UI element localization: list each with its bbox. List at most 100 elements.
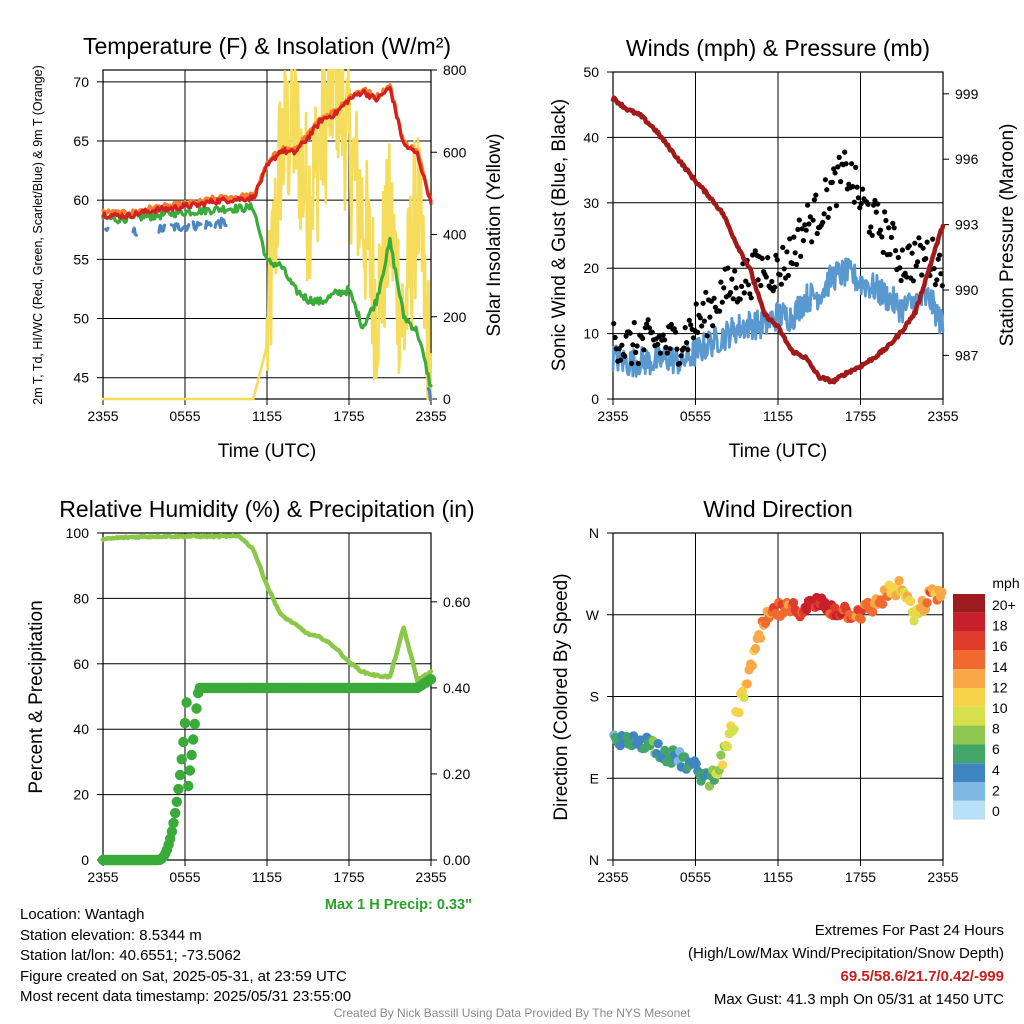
gust-point [794, 261, 800, 267]
dewpoint-segment [157, 223, 167, 234]
gust-point [780, 244, 786, 250]
gust-point [802, 222, 808, 228]
legend-label: 8 [992, 721, 1000, 737]
gust-point [825, 214, 831, 220]
gust-point [924, 239, 930, 245]
sonic-wind-line [611, 257, 945, 378]
legend-label: 4 [992, 762, 1000, 778]
gust-point [662, 337, 668, 343]
y-right-axis-label: Station Pressure (Maroon) [997, 124, 1018, 347]
legend-label: 6 [992, 741, 1000, 757]
gust-point [935, 256, 941, 262]
gust-point [851, 199, 857, 205]
gust-point [618, 357, 624, 363]
gust-point [663, 344, 669, 350]
x-tick-label: 1155 [763, 408, 793, 424]
legend-label: 20+ [992, 597, 1016, 613]
gust-point [912, 240, 918, 246]
gust-point [750, 252, 756, 258]
dewpoint-segment [131, 226, 138, 237]
gust-point [664, 350, 670, 356]
gust-point [893, 248, 899, 254]
gust-point [891, 225, 897, 231]
gust-point [791, 234, 797, 240]
x-tick-label: 2355 [415, 869, 446, 885]
wind-direction-point [739, 692, 749, 703]
extremes-block: Extremes For Past 24 Hours (High/Low/Max… [520, 919, 1004, 1011]
dewpoint-segment [191, 220, 203, 232]
y-axis-label: 2m T, Td, HI/WC (Red, Green, Scarlet/Blu… [31, 65, 45, 404]
gust-point [855, 195, 862, 201]
gust-point [923, 256, 929, 262]
x-tick-label: 1755 [333, 408, 364, 424]
precip-point [191, 703, 202, 714]
max-gust-text: Max Gust: 41.3 mph On 05/31 at 1450 UTC [713, 991, 1004, 1008]
gust-point [821, 211, 827, 217]
wind-direction-point [722, 742, 733, 752]
wind-direction-point [878, 599, 888, 609]
x-tick-label: 0555 [680, 869, 711, 885]
legend-label: 2 [992, 782, 1000, 798]
gust-point [888, 234, 895, 240]
wind-direction-point [653, 739, 663, 749]
gust-point [649, 329, 655, 335]
gust-point [919, 272, 925, 278]
y-tick-label: S [590, 689, 599, 705]
gust-point [865, 201, 871, 207]
gust-point [784, 249, 790, 255]
y-axis-label: Direction (Colored By Speed) [551, 573, 572, 820]
precip-point [168, 817, 179, 829]
gust-point [934, 277, 940, 283]
legend-swatch [953, 594, 985, 613]
dewpoint-segment [213, 216, 228, 230]
precip-point [173, 783, 184, 795]
y-tick-label: 40 [73, 721, 89, 737]
gust-point [932, 282, 939, 288]
x-axis-label: Time (UTC) [729, 441, 828, 462]
y-tick-label: 55 [73, 251, 89, 267]
station-pressure-line [610, 95, 946, 385]
gust-point [774, 257, 780, 263]
gust-point [641, 347, 647, 353]
gust-point [685, 347, 691, 353]
y-tick-label: 65 [73, 133, 89, 149]
wind-direction-point [729, 724, 739, 734]
wind-direction-point [718, 760, 728, 770]
gust-point [725, 265, 731, 271]
y-tick-label: 50 [73, 311, 89, 327]
precip-point [188, 734, 199, 745]
wind-direction-point [704, 781, 715, 791]
extremes-values: 69.5/58.6/21.7/0.42/-999 [840, 968, 1004, 985]
gust-point [733, 285, 739, 291]
gust-point [835, 164, 841, 170]
location-text: Location: Wantagh [20, 906, 145, 923]
chart-title: Temperature (F) & Insolation (W/m²) [83, 33, 451, 59]
max-precip-note: Max 1 H Precip: 0.33" [324, 897, 472, 913]
x-tick-label: 2355 [927, 869, 958, 885]
precip-point [176, 754, 187, 765]
gust-point [772, 284, 778, 290]
y-tick-label: E [590, 770, 599, 786]
y-tick-label: 0 [81, 852, 89, 868]
gust-point [785, 272, 791, 279]
legend-title: mph [992, 575, 1019, 591]
y-tick-label: 50 [583, 64, 599, 80]
dewpoint-segment [426, 387, 433, 402]
gust-point [792, 250, 798, 256]
y-right-axis-label: Solar Insolation (Yellow) [484, 133, 505, 336]
y-axis-label: Percent & Precipitation [26, 600, 47, 793]
wind-direction-point [856, 614, 866, 624]
precip-point [166, 826, 178, 837]
gust-point [872, 197, 878, 204]
wind-direction-point [751, 643, 761, 654]
gust-point [737, 296, 743, 302]
gust-point [910, 278, 917, 284]
gust-point [916, 235, 922, 241]
gust-point [701, 318, 708, 324]
gust-point [634, 343, 640, 349]
x-tick-label: 0555 [169, 408, 200, 424]
legend-swatch [953, 612, 985, 632]
gust-point [860, 186, 866, 192]
y-right-tick-label: 0 [443, 391, 451, 407]
y-right-tick-label: 999 [955, 86, 979, 102]
